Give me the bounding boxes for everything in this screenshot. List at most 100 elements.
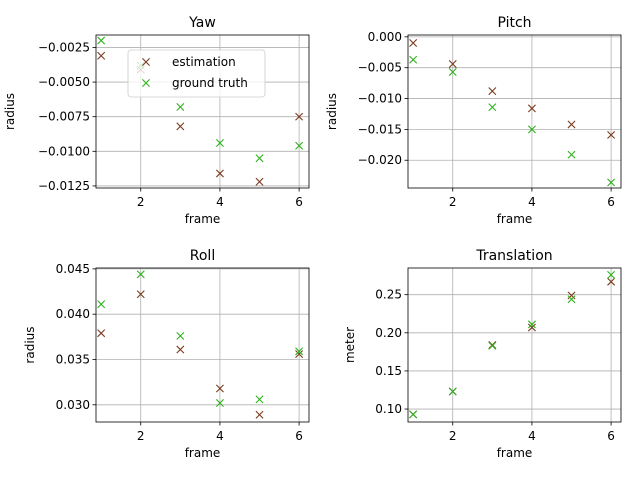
- data-point: [409, 410, 418, 419]
- data-point: [255, 177, 264, 186]
- subplot-roll: 2 4 6 0.030 0.035 0.040 0.045 Roll frame radius: [23, 248, 310, 460]
- data-point: [527, 320, 536, 329]
- x-tick-label: 6: [295, 429, 303, 443]
- data-point: [607, 270, 616, 279]
- legend-marker-ground-truth: [142, 79, 150, 87]
- x-tick-label: 4: [528, 195, 536, 209]
- x-tick-label: 4: [216, 429, 224, 443]
- data-point: [176, 122, 185, 131]
- axes-frame: [95, 267, 310, 423]
- data-point: [136, 290, 145, 299]
- data-point: [448, 68, 457, 77]
- subplot-pitch: 2 4 6 −0.020 −0.015 −0.010 −0.005 0.000 Pitch fra…: [325, 15, 622, 226]
- data-point: [215, 384, 224, 393]
- data-point: [295, 112, 304, 121]
- series-ground-truth: [409, 55, 616, 187]
- y-tick-label: −0.010: [358, 92, 402, 106]
- data-point: [176, 103, 185, 111]
- y-tick-label: −0.020: [358, 153, 402, 167]
- data-point: [176, 345, 185, 354]
- data-point: [97, 51, 106, 60]
- data-point: [567, 150, 576, 159]
- y-tick-label: 0.045: [56, 262, 90, 276]
- x-tick-label: 4: [216, 195, 224, 209]
- data-point: [488, 87, 497, 96]
- y-tick-label: 0.030: [56, 398, 90, 412]
- axes-frame: [407, 267, 622, 423]
- chart-title: Yaw: [188, 15, 216, 31]
- series-estimation: [97, 290, 304, 419]
- legend-box: [127, 49, 266, 98]
- x-axis-label: frame: [497, 212, 533, 226]
- x-tick-label: 2: [137, 195, 145, 209]
- data-point: [448, 387, 457, 396]
- chart-title: Roll: [190, 248, 215, 264]
- y-tick-label: 0.25: [375, 288, 402, 302]
- y-tick-label: −0.015: [358, 122, 402, 136]
- y-tick-label: −0.0050: [38, 75, 90, 89]
- data-point: [215, 398, 224, 407]
- chart-title: Pitch: [497, 15, 531, 31]
- axes-frame: [407, 34, 622, 189]
- data-point: [215, 139, 224, 147]
- y-axis-label: radius: [23, 326, 37, 363]
- data-point: [607, 130, 616, 139]
- data-point: [567, 291, 576, 300]
- data-point: [488, 341, 497, 350]
- subplot-yaw: 2 4 6 −0.0125 −0.0100 −0.0075 −0.0050 −0.0025 Ya…: [3, 15, 310, 226]
- y-axis-label: radius: [3, 93, 17, 130]
- subplot-translation: 2 4 6 0.10 0.15 0.20 0.25 Translation frame meter: [343, 248, 622, 460]
- legend-label: ground truth: [172, 76, 248, 90]
- y-tick-label: −0.0025: [38, 40, 90, 54]
- data-point: [255, 395, 264, 404]
- y-tick-label: −0.0125: [38, 179, 90, 193]
- series-ground-truth: [409, 270, 616, 419]
- data-point: [295, 141, 304, 150]
- data-point: [567, 295, 576, 304]
- x-axis-label: frame: [185, 446, 221, 460]
- x-tick-label: 6: [295, 195, 303, 209]
- y-tick-label: 0.000: [368, 30, 402, 44]
- y-tick-label: 0.10: [375, 402, 402, 416]
- series-ground-truth: [97, 270, 304, 407]
- y-tick-label: −0.0100: [38, 144, 90, 158]
- data-point: [97, 36, 106, 45]
- axes-frame: [95, 34, 310, 189]
- data-point: [527, 323, 536, 332]
- x-tick-label: 4: [528, 429, 536, 443]
- data-point: [527, 125, 536, 134]
- data-point: [176, 331, 185, 340]
- data-point: [295, 347, 304, 356]
- legend: estimation ground truth: [127, 49, 266, 98]
- y-tick-label: −0.005: [358, 61, 402, 75]
- y-tick-label: −0.0075: [38, 110, 90, 124]
- x-tick-label: 2: [449, 195, 457, 209]
- data-point: [409, 55, 418, 64]
- series-estimation: [409, 39, 616, 139]
- x-tick-label: 6: [607, 429, 615, 443]
- y-axis-label: meter: [343, 327, 357, 363]
- y-tick-label: 0.040: [56, 307, 90, 321]
- data-point: [448, 60, 457, 68]
- legend-label: estimation: [172, 55, 236, 69]
- x-tick-label: 2: [137, 429, 145, 443]
- data-point: [97, 329, 106, 338]
- x-tick-label: 6: [607, 195, 615, 209]
- data-point: [295, 350, 304, 359]
- y-tick-label: 0.15: [375, 364, 402, 378]
- y-tick-label: 0.20: [375, 326, 402, 340]
- data-point: [97, 300, 106, 309]
- legend-marker-estimation: [142, 58, 150, 66]
- data-point: [527, 104, 536, 113]
- y-tick-label: 0.035: [56, 352, 90, 366]
- x-axis-label: frame: [497, 446, 533, 460]
- chart-title: Translation: [475, 248, 552, 264]
- x-tick-label: 2: [449, 429, 457, 443]
- data-point: [136, 270, 145, 279]
- data-point: [215, 169, 224, 178]
- data-point: [488, 103, 497, 112]
- data-point: [567, 120, 576, 129]
- data-point: [255, 410, 264, 419]
